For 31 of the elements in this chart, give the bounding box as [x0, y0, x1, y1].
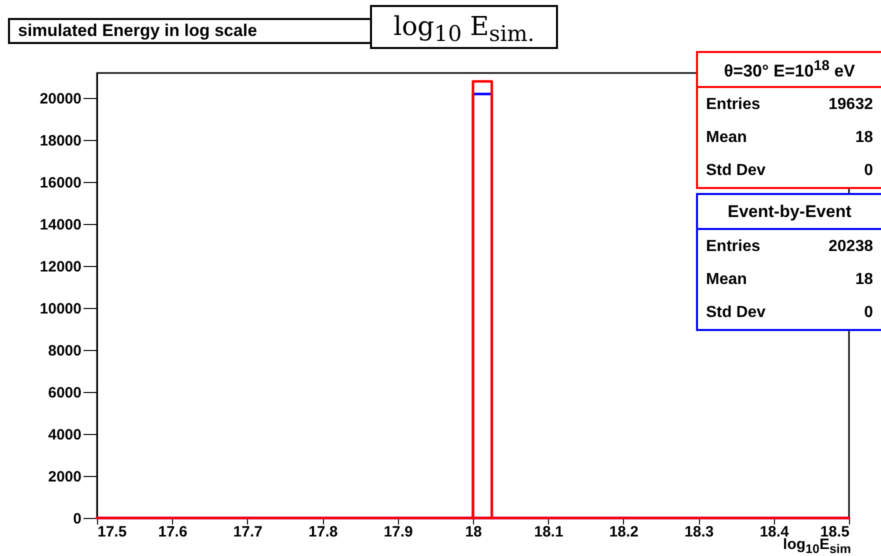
text: Mean 18 [706, 128, 873, 146]
text: Std Dev 0 [706, 162, 873, 178]
y-tick-label: 2000 [48, 468, 82, 486]
x-axis-title: log$_{10}$E$_{sim}$ [783, 536, 851, 556]
y-tick-label: 0 [73, 510, 82, 528]
text: Event-by-Event [728, 202, 852, 222]
text: log$_{10}$ E$_{sim.}$ [370, 5, 558, 49]
y-tick-label: 14000 [40, 216, 82, 234]
y-tick-label: 6000 [48, 384, 82, 402]
x-tick-label: 17.6 [158, 524, 188, 540]
text: Entries 19632 [706, 96, 873, 112]
text: Mean 18 [706, 270, 873, 288]
text: θ=30° E=10$^{18}$ eV [724, 58, 855, 82]
y-tick-label: 12000 [40, 258, 82, 276]
y-tick-label: 8000 [48, 342, 82, 360]
y-tick-label: 10000 [40, 300, 82, 318]
x-tick-label: 18.1 [534, 524, 564, 540]
text: Std Dev 0 [706, 304, 873, 320]
x-tick-label: 17.9 [384, 524, 413, 540]
x-tick-label: 17.5 [98, 524, 127, 540]
y-tick-label: 18000 [40, 132, 82, 150]
x-tick-label: 18.2 [609, 524, 638, 540]
x-tick-label: 18 [465, 524, 482, 540]
x-tick-label: 17.7 [233, 524, 262, 540]
chart-title: simulated Energy in log scale [8, 18, 372, 44]
text: Entries 20238 [706, 238, 873, 254]
x-tick-label: 18.3 [684, 524, 714, 540]
x-tick-label: 17.8 [308, 524, 338, 540]
y-tick-label: 4000 [48, 426, 82, 444]
y-tick-label: 20000 [40, 90, 82, 108]
y-tick-label: 16000 [40, 174, 82, 192]
